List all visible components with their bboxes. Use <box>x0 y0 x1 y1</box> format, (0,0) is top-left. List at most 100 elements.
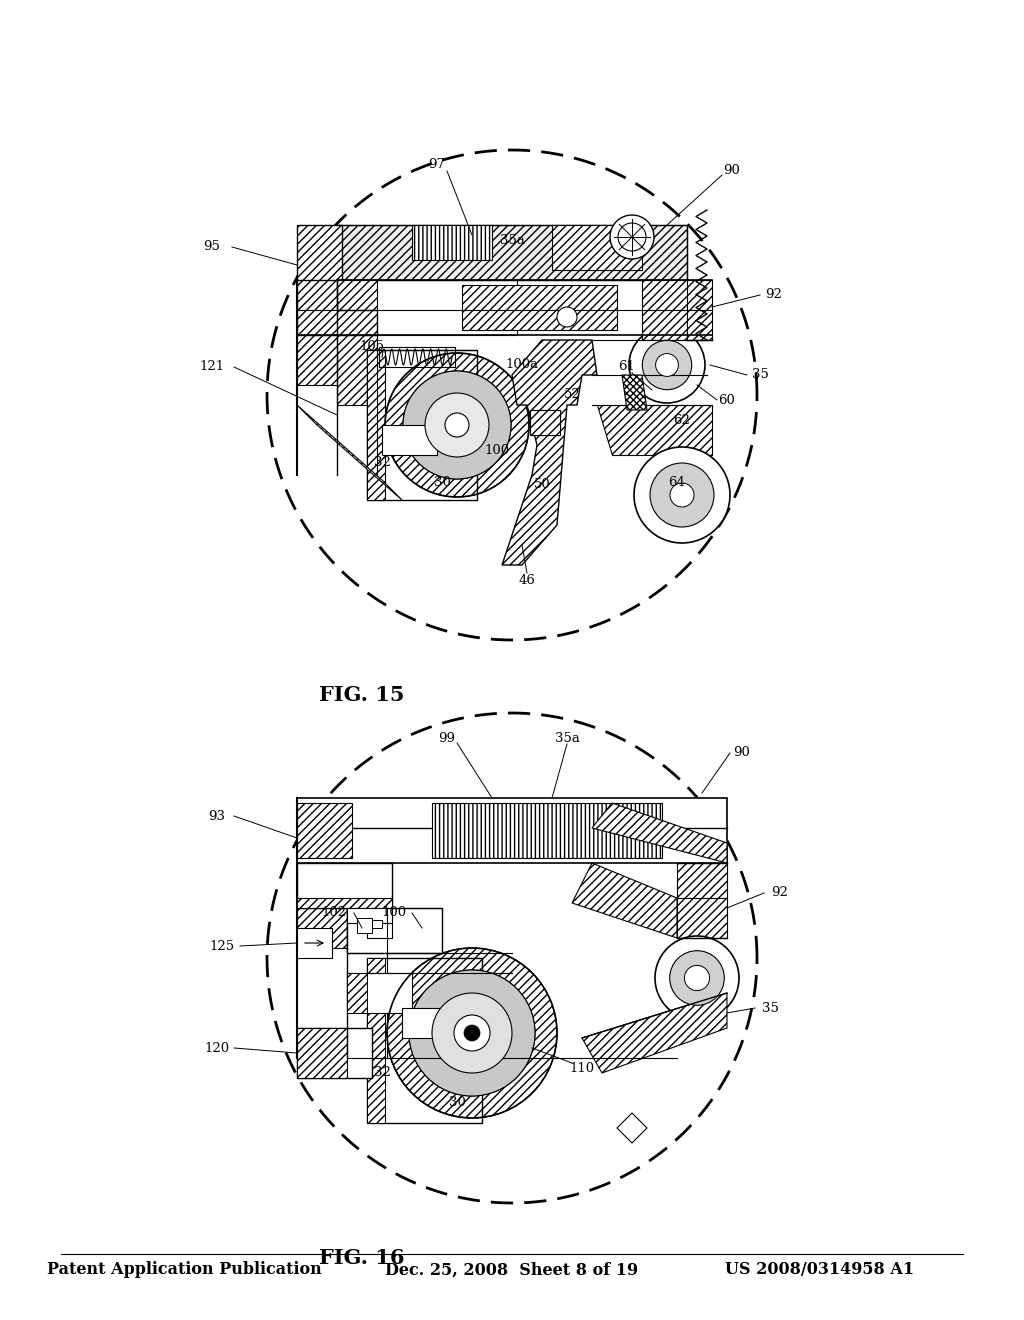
Text: 92: 92 <box>766 289 782 301</box>
Text: Dec. 25, 2008  Sheet 8 of 19: Dec. 25, 2008 Sheet 8 of 19 <box>385 1262 639 1278</box>
Bar <box>432 803 662 858</box>
Text: 35a: 35a <box>500 234 524 247</box>
Text: 92: 92 <box>771 887 788 899</box>
Text: 32: 32 <box>374 1067 390 1080</box>
Bar <box>297 1028 372 1078</box>
Bar <box>530 411 560 436</box>
Bar <box>347 908 392 923</box>
Bar <box>367 958 482 1123</box>
Text: 60: 60 <box>719 393 735 407</box>
Text: FIG. 16: FIG. 16 <box>319 1247 404 1269</box>
Bar <box>379 347 455 367</box>
Text: 120: 120 <box>205 1041 229 1055</box>
Circle shape <box>267 150 757 640</box>
Bar <box>297 863 392 908</box>
Bar <box>337 224 687 280</box>
Polygon shape <box>592 803 727 863</box>
Bar <box>297 928 332 958</box>
Bar <box>297 799 727 863</box>
Bar <box>337 335 377 405</box>
Polygon shape <box>582 993 727 1073</box>
Bar <box>552 224 642 271</box>
Circle shape <box>445 413 469 437</box>
Text: 110: 110 <box>569 1061 595 1074</box>
Text: 95: 95 <box>204 240 220 253</box>
Circle shape <box>629 327 705 403</box>
Text: 30: 30 <box>449 1097 466 1110</box>
Circle shape <box>403 371 511 479</box>
Circle shape <box>425 393 489 457</box>
Text: 62: 62 <box>674 413 690 426</box>
Circle shape <box>454 1015 490 1051</box>
Text: Patent Application Publication: Patent Application Publication <box>47 1262 322 1278</box>
Text: US 2008/0314958 A1: US 2008/0314958 A1 <box>725 1262 913 1278</box>
Circle shape <box>650 463 714 527</box>
Text: 105: 105 <box>359 341 385 354</box>
Text: 93: 93 <box>209 809 225 822</box>
Bar <box>462 285 617 330</box>
Text: 97: 97 <box>428 158 445 172</box>
Wedge shape <box>387 948 557 1118</box>
Bar <box>382 425 437 455</box>
Polygon shape <box>297 405 402 500</box>
Bar <box>347 908 442 953</box>
Text: FIG. 15: FIG. 15 <box>319 685 404 705</box>
Bar <box>402 1008 447 1038</box>
Polygon shape <box>597 405 712 455</box>
Bar <box>297 1028 347 1078</box>
Bar <box>337 280 377 310</box>
Text: 90: 90 <box>733 747 751 759</box>
Bar <box>347 973 412 1012</box>
Text: 99: 99 <box>438 731 456 744</box>
Bar <box>297 224 342 335</box>
Bar <box>337 224 687 280</box>
Wedge shape <box>385 352 529 498</box>
Bar <box>297 863 347 948</box>
Circle shape <box>655 354 678 376</box>
Bar <box>412 224 492 260</box>
Circle shape <box>642 341 691 389</box>
Text: 100: 100 <box>484 444 510 457</box>
Circle shape <box>670 483 694 507</box>
Circle shape <box>634 447 730 543</box>
Circle shape <box>432 993 512 1073</box>
Bar <box>337 280 517 335</box>
Text: 46: 46 <box>518 573 536 586</box>
Text: 100: 100 <box>381 907 407 920</box>
Bar <box>530 411 560 436</box>
Text: 121: 121 <box>200 360 224 374</box>
Circle shape <box>655 936 739 1020</box>
Polygon shape <box>622 375 647 411</box>
Polygon shape <box>502 341 597 565</box>
Circle shape <box>409 970 535 1096</box>
Text: 35a: 35a <box>555 731 580 744</box>
Circle shape <box>618 223 646 251</box>
Text: 35: 35 <box>762 1002 778 1015</box>
Polygon shape <box>297 280 377 335</box>
Text: 90: 90 <box>724 164 740 177</box>
Bar <box>372 920 382 928</box>
Bar <box>642 280 692 341</box>
Polygon shape <box>617 1113 647 1143</box>
Polygon shape <box>572 863 677 939</box>
Circle shape <box>684 965 710 990</box>
Text: 100a: 100a <box>506 359 539 371</box>
Text: 30: 30 <box>433 477 451 490</box>
Text: 102: 102 <box>322 907 346 920</box>
Circle shape <box>557 308 577 327</box>
Text: 35: 35 <box>752 368 768 381</box>
Circle shape <box>610 215 654 259</box>
Bar <box>367 350 385 500</box>
Bar <box>297 335 337 385</box>
Text: 125: 125 <box>210 940 234 953</box>
Bar <box>687 280 712 341</box>
Text: 61: 61 <box>618 360 636 374</box>
Text: 52: 52 <box>563 388 581 401</box>
Bar <box>347 973 367 1012</box>
Bar <box>297 898 392 908</box>
Bar <box>297 803 352 858</box>
Bar <box>367 958 385 1123</box>
Text: 32: 32 <box>374 457 390 470</box>
Circle shape <box>267 713 757 1203</box>
Circle shape <box>464 1026 480 1041</box>
